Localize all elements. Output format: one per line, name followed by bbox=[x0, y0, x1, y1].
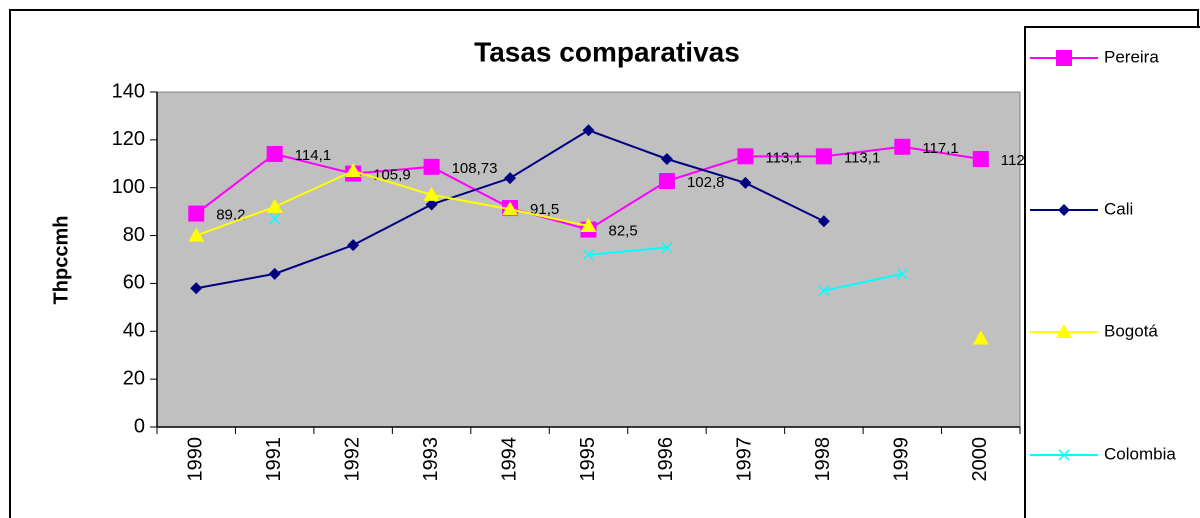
x-tick-label: 1997 bbox=[734, 437, 756, 482]
data-point bbox=[818, 285, 830, 297]
data-point bbox=[972, 151, 989, 167]
data-label: 82,5 bbox=[609, 223, 638, 240]
y-tick-label: 80 bbox=[123, 224, 145, 246]
legend-label: Pereira bbox=[1104, 47, 1159, 66]
data-point bbox=[188, 227, 205, 242]
x-tick-label: 1993 bbox=[420, 437, 442, 482]
data-point bbox=[658, 173, 675, 190]
data-point bbox=[188, 205, 205, 222]
data-point bbox=[580, 218, 597, 232]
data-label: 117,1 bbox=[922, 140, 958, 157]
legend-box bbox=[1024, 26, 1200, 518]
plot-area bbox=[156, 91, 1021, 428]
x-tick-label: 1990 bbox=[185, 437, 207, 482]
y-tick-label: 60 bbox=[123, 272, 145, 294]
data-label: 91,5 bbox=[530, 201, 559, 218]
data-point bbox=[739, 176, 752, 189]
data-point bbox=[582, 124, 595, 137]
data-label: 113,1 bbox=[765, 149, 801, 166]
data-label: 108,73 bbox=[452, 160, 498, 177]
y-tick-label: 100 bbox=[112, 176, 145, 198]
data-point bbox=[423, 186, 440, 201]
x-tick-label: 2000 bbox=[969, 437, 991, 482]
x-tick-label: 1991 bbox=[263, 437, 285, 482]
data-point bbox=[504, 172, 517, 185]
series-line bbox=[588, 246, 903, 292]
y-tick-label: 20 bbox=[123, 367, 145, 389]
data-point bbox=[425, 198, 438, 211]
data-label: 102,8 bbox=[687, 174, 725, 191]
x-tick-label: 1996 bbox=[655, 437, 677, 482]
legend-label: Cali bbox=[1104, 199, 1133, 218]
legend-marker bbox=[1056, 50, 1072, 66]
data-point bbox=[347, 239, 360, 252]
data-point bbox=[660, 153, 673, 165]
x-tick-label: 1999 bbox=[891, 437, 913, 482]
data-point bbox=[266, 198, 283, 213]
legend-label: Bogotá bbox=[1104, 321, 1158, 340]
data-label: 112 bbox=[1001, 152, 1025, 169]
legend-marker bbox=[1056, 324, 1072, 338]
x-tick-label: 1994 bbox=[498, 437, 520, 482]
data-label: 113,1 bbox=[844, 149, 880, 166]
data-point bbox=[268, 267, 281, 280]
data-label: 89,2 bbox=[216, 207, 245, 224]
data-point bbox=[661, 242, 673, 254]
y-tick-label: 120 bbox=[112, 128, 145, 150]
data-point bbox=[582, 249, 595, 261]
chart-title: Tasas comparativas bbox=[474, 36, 740, 67]
data-point bbox=[423, 158, 440, 175]
data-point bbox=[817, 215, 830, 228]
data-point bbox=[269, 213, 281, 225]
y-tick-label: 40 bbox=[123, 320, 145, 342]
data-point bbox=[894, 138, 911, 155]
data-point bbox=[345, 162, 362, 177]
data-point bbox=[896, 268, 908, 280]
x-tick-label: 1998 bbox=[812, 437, 834, 482]
y-tick-label: 140 bbox=[112, 80, 145, 102]
data-point bbox=[190, 282, 203, 295]
data-point bbox=[972, 330, 989, 345]
y-axis-label: Thpccmh bbox=[50, 216, 72, 305]
data-point bbox=[737, 148, 754, 165]
legend-marker bbox=[1058, 449, 1070, 461]
legend-marker bbox=[1058, 204, 1070, 216]
data-point bbox=[502, 201, 519, 216]
data-label: 114,1 bbox=[295, 147, 331, 164]
data-point bbox=[266, 145, 283, 162]
x-tick-label: 1995 bbox=[577, 437, 599, 482]
legend-label: Colombia bbox=[1104, 444, 1176, 463]
y-tick-label: 0 bbox=[134, 415, 145, 437]
data-point bbox=[815, 148, 832, 165]
data-label: 105,9 bbox=[373, 167, 411, 184]
x-tick-label: 1992 bbox=[341, 437, 363, 482]
